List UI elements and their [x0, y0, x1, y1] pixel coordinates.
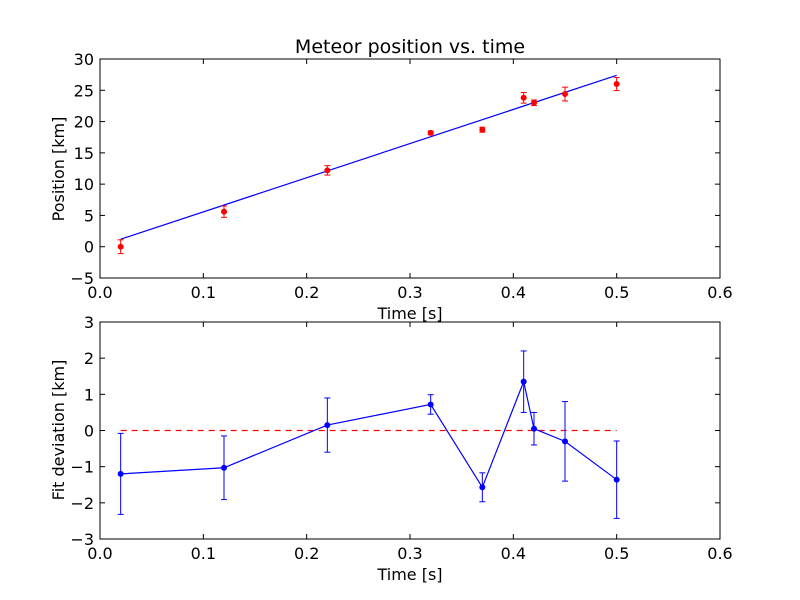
data-point	[613, 476, 620, 483]
y-tick-label: −2	[70, 494, 94, 513]
data-point	[221, 464, 227, 471]
data-point	[531, 99, 537, 106]
data-point	[531, 425, 537, 432]
y-tick-label: −1	[70, 458, 94, 477]
chart-title: Meteor position vs. time	[295, 36, 525, 58]
data-point	[562, 438, 568, 445]
x-tick-label: 0.6	[707, 544, 732, 563]
y-tick-label: 5	[84, 206, 94, 225]
x-tick-label: 0.2	[294, 544, 319, 563]
x-tick-label: 0.5	[604, 283, 629, 302]
deviation-plot-area: 0.0 0.1 0.2 0.3 0.4 0.5 0.6 −3 −2 −1 0 1 2 3	[70, 313, 732, 563]
x-tick-label: 0.3	[397, 544, 422, 563]
data-point	[520, 94, 527, 101]
x-tick-label: 0.0	[87, 544, 112, 563]
y-tick-label: 30	[74, 50, 94, 69]
y-tick-label: −3	[70, 530, 94, 549]
y-tick-label: 25	[74, 81, 94, 100]
position-chart: Meteor position vs. time 0.0 0.1 0.2 0.3 0.4…	[49, 36, 733, 323]
x-tick-label: 0.4	[501, 283, 526, 302]
y-tick-label: 2	[84, 349, 94, 368]
y-tick-label: −5	[70, 269, 94, 288]
x-tick-label: 0.6	[707, 283, 732, 302]
x-tick-label: 0.1	[191, 544, 216, 563]
y-axis-label: Fit deviation [km]	[49, 360, 68, 501]
y-tick-label: 15	[74, 144, 94, 163]
data-point	[221, 208, 227, 215]
position-plot-area: 0.0 0.1 0.2 0.3 0.4 0.5 0.6 −5 0 5 10 15 20 25 30	[70, 50, 732, 302]
data-point	[613, 81, 620, 88]
x-tick-label: 0.5	[604, 544, 629, 563]
data-point	[427, 129, 434, 136]
x-axis-label: Time [s]	[376, 565, 442, 584]
y-tick-label: 3	[84, 313, 94, 332]
y-tick-label: 1	[84, 385, 94, 404]
data-point	[520, 378, 527, 385]
data-point	[479, 484, 486, 491]
x-tick-label: 0.4	[501, 544, 526, 563]
x-tick-label: 0.1	[191, 283, 216, 302]
x-tick-label: 0.2	[294, 283, 319, 302]
x-tick-label: 0.3	[397, 283, 422, 302]
deviation-chart: 0.0 0.1 0.2 0.3 0.4 0.5 0.6 −3 −2 −1 0 1 2 3 Time [s]…	[49, 313, 733, 584]
x-tick-label: 0.0	[87, 283, 112, 302]
data-point	[117, 470, 124, 477]
y-tick-label: 10	[74, 175, 94, 194]
data-point	[324, 167, 331, 174]
y-tick-label: 0	[84, 422, 94, 441]
data-point	[479, 126, 486, 133]
x-axis-label: Time [s]	[376, 304, 442, 323]
data-point	[324, 422, 331, 429]
y-tick-label: 20	[74, 113, 94, 132]
y-axis-label: Position [km]	[49, 117, 68, 222]
data-point	[427, 401, 434, 408]
data-point	[117, 243, 124, 250]
y-tick-label: 0	[84, 238, 94, 257]
data-point	[562, 91, 568, 98]
